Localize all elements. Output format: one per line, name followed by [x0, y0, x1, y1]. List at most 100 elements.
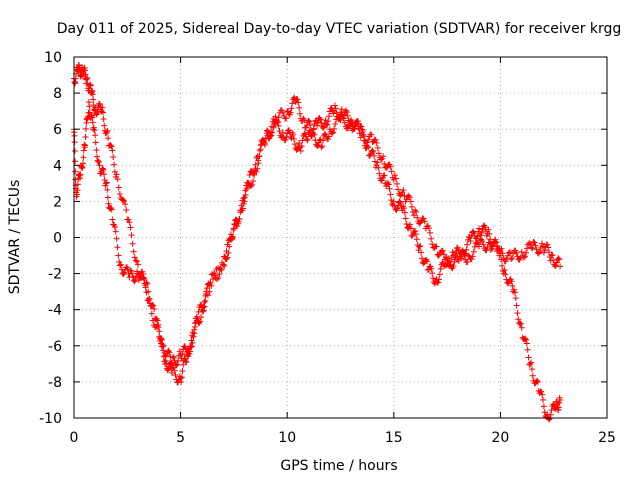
data-point-interp — [550, 257, 557, 264]
data-point-interp — [386, 185, 393, 192]
data-point-interp — [294, 96, 301, 103]
data-point-interp — [285, 108, 292, 115]
data-point-interp — [109, 147, 116, 154]
data-point-interp — [129, 240, 136, 247]
data-point-interp — [104, 127, 111, 134]
data-point-interp — [249, 181, 256, 188]
data-point-interp — [513, 302, 520, 309]
data-point-interp — [105, 200, 112, 207]
data-point-interp — [110, 153, 117, 160]
data-point — [380, 153, 387, 160]
data-point-interp — [297, 147, 304, 154]
data-point-interp — [108, 143, 115, 150]
data-point-interp — [402, 215, 409, 222]
data-point-interp — [469, 253, 476, 260]
data-point-interp — [183, 349, 190, 356]
data-point-interp — [527, 241, 534, 248]
data-point-interp — [314, 143, 321, 150]
data-point-interp — [328, 130, 335, 137]
data-point-interp — [218, 267, 225, 274]
data-point — [98, 108, 105, 115]
data-point-interp — [142, 284, 149, 291]
data-point — [557, 396, 564, 403]
data-point-interp — [204, 292, 211, 299]
data-point-interp — [314, 119, 321, 126]
data-point-interp — [509, 255, 516, 262]
y-tick-label: -2 — [48, 267, 62, 283]
data-point-interp — [146, 295, 153, 302]
data-point-interp — [331, 125, 338, 132]
data-point-interp — [114, 176, 121, 183]
y-tick-label: -10 — [39, 411, 62, 427]
data-point-interp — [100, 167, 107, 174]
data-point-interp — [446, 262, 453, 269]
data-point-interp — [440, 251, 447, 258]
data-point-interp — [236, 216, 243, 223]
data-point-interp — [172, 372, 179, 379]
data-point-interp — [269, 129, 276, 136]
data-point-interp — [103, 128, 110, 135]
data-point-interp — [411, 212, 418, 219]
data-point-interp — [128, 232, 135, 239]
data-point-interp — [82, 71, 89, 78]
data-point-interp — [455, 246, 462, 253]
data-point-interp — [338, 106, 345, 113]
data-point-interp — [341, 112, 348, 119]
data-point-interp — [151, 305, 158, 312]
data-point-interp — [270, 124, 277, 131]
data-point-interp — [182, 345, 189, 352]
data-point-interp — [429, 270, 436, 277]
data-point — [467, 238, 474, 245]
data-point-interp — [200, 303, 207, 310]
data-point-interp — [204, 285, 211, 292]
data-point-interp — [117, 262, 124, 269]
data-point — [177, 375, 184, 382]
data-point-interp — [140, 275, 147, 282]
data-point-interp — [370, 148, 377, 155]
data-point-interp — [115, 184, 122, 191]
data-point-interp — [291, 94, 298, 101]
x-tick-label: 10 — [278, 430, 296, 446]
data-point-interp — [262, 141, 269, 148]
data-point-interp — [541, 247, 548, 254]
data-point-interp — [496, 246, 503, 253]
data-point-interp — [131, 254, 138, 261]
tick-layer: 0 5 10 15 20 25 -10 -8 -6 -4 -2 0 2 4 6 8 10 — [39, 50, 616, 446]
data-point-interp — [534, 378, 541, 385]
data-point-interp — [230, 226, 237, 233]
data-point-interp — [251, 167, 258, 174]
data-point-interp — [428, 235, 435, 242]
data-point-interp — [120, 196, 127, 203]
data-point-interp — [540, 403, 547, 410]
data-point — [288, 135, 295, 142]
data-point-interp — [166, 349, 173, 356]
data-point — [113, 171, 120, 178]
data-point-interp — [453, 248, 460, 255]
data-point-interp — [374, 159, 381, 166]
grid-layer — [74, 57, 607, 418]
data-point-interp — [246, 171, 253, 178]
data-point-interp — [337, 113, 344, 120]
y-tick-label: 10 — [44, 50, 62, 66]
data-point — [529, 245, 536, 252]
data-point-interp — [180, 361, 187, 368]
data-point-interp — [124, 266, 131, 273]
data-point-interp — [545, 244, 552, 251]
data-point-interp — [391, 172, 398, 179]
y-tick-label: 4 — [53, 158, 62, 174]
data-point-interp — [210, 276, 217, 283]
data-point — [557, 263, 564, 270]
data-point-interp — [373, 139, 380, 146]
data-point-interp — [418, 249, 425, 256]
data-point — [433, 243, 440, 250]
data-point-interp — [275, 122, 282, 129]
data-point-interp — [498, 256, 505, 263]
data-point-interp — [401, 209, 408, 216]
data-point-interp — [267, 133, 274, 140]
data-point-interp — [553, 259, 560, 266]
data-point-interp — [388, 197, 395, 204]
data-point-interp — [413, 209, 420, 216]
data-point-interp — [521, 253, 528, 260]
data-point — [279, 129, 286, 136]
